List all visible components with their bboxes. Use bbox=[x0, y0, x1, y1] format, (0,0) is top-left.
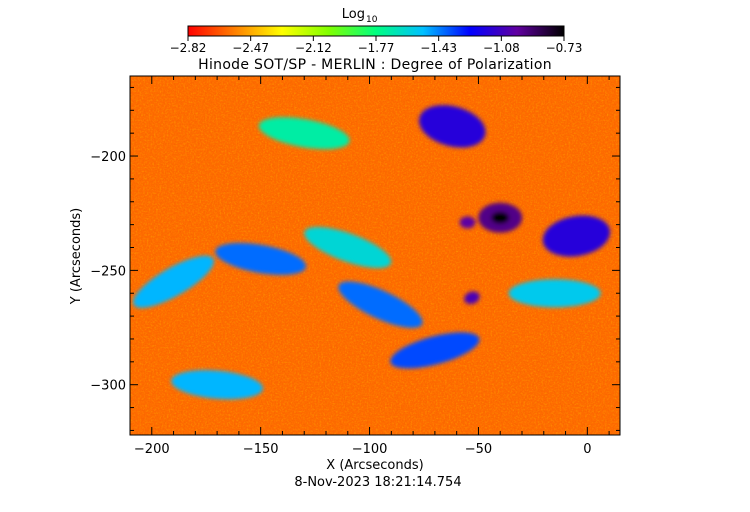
feature-network bbox=[133, 255, 215, 308]
footer-timestamp: 8-Nov-2023 18:21:14.754 bbox=[294, 475, 461, 490]
colorbar-tick-label: −1.08 bbox=[483, 41, 520, 55]
x-tick-label: −200 bbox=[134, 442, 170, 457]
y-axis-label: Y (Arcseconds) bbox=[69, 208, 84, 305]
colorbar-tick-label: −2.12 bbox=[295, 41, 332, 55]
feature-network bbox=[508, 279, 601, 308]
x-axis-label: X (Arcseconds) bbox=[326, 458, 423, 473]
feature-network bbox=[338, 281, 423, 328]
plot-frame bbox=[129, 75, 621, 436]
heatmap-features bbox=[133, 105, 611, 400]
colorbar-tick-label: −1.77 bbox=[358, 41, 395, 55]
feature-network bbox=[304, 226, 392, 269]
colorbar-title-subscript: 10 bbox=[366, 15, 378, 25]
feature-plage bbox=[542, 215, 611, 257]
feature-network bbox=[258, 117, 350, 150]
y-tick-label: −250 bbox=[90, 264, 126, 279]
feature-plage bbox=[419, 105, 486, 148]
colorbar-tick-label: −0.73 bbox=[546, 41, 583, 55]
colorbar-title: Log bbox=[342, 7, 365, 22]
feature-network bbox=[171, 370, 263, 400]
y-tick-label: −300 bbox=[90, 379, 126, 394]
feature-pore bbox=[464, 291, 480, 305]
colorbar-tick-label: −2.82 bbox=[170, 41, 207, 55]
feature-pore bbox=[459, 216, 476, 229]
x-tick-label: −100 bbox=[352, 442, 388, 457]
y-tick-label: −200 bbox=[90, 150, 126, 165]
colorbar-ticks: −2.82 −2.47 −2.12 −1.77 −1.43 −1.08 −0.73 bbox=[170, 36, 583, 55]
x-tick-label: 0 bbox=[583, 442, 591, 457]
colorbar-tick-label: −2.47 bbox=[232, 41, 269, 55]
colorbar-tick-label: −1.43 bbox=[420, 41, 457, 55]
feature-network bbox=[215, 242, 307, 275]
axes: −200 −150 −100 −50 0 −200 −250 −300 bbox=[90, 76, 620, 457]
chart-title: Hinode SOT/SP - MERLIN : Degree of Polar… bbox=[198, 57, 552, 73]
colorbar bbox=[187, 25, 565, 37]
x-tick-label: −150 bbox=[243, 442, 279, 457]
feature-sunspot-umbra bbox=[491, 211, 510, 224]
feature-network bbox=[390, 332, 480, 369]
x-tick-label: −50 bbox=[465, 442, 492, 457]
heatmap bbox=[130, 76, 620, 435]
